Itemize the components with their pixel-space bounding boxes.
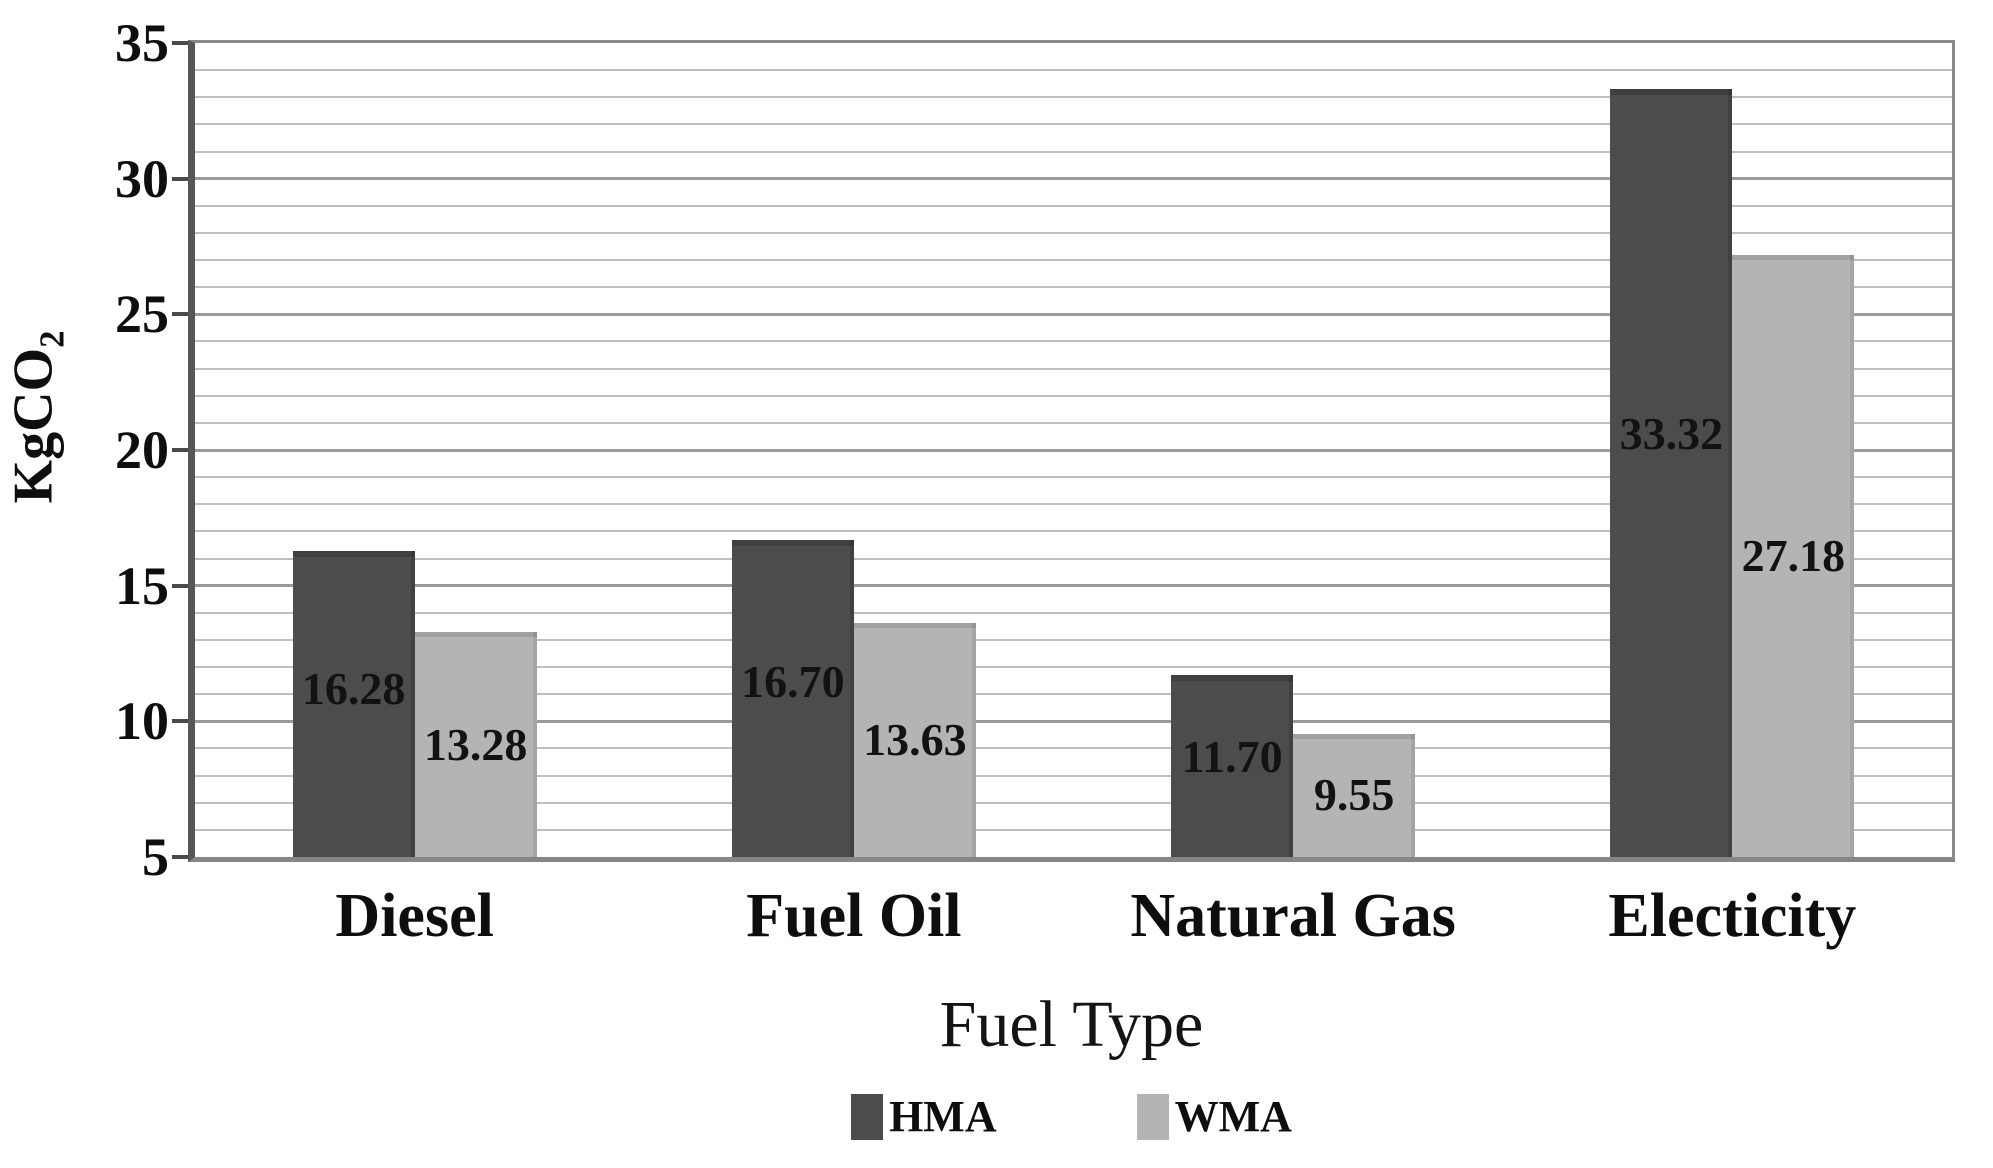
gridline-minor	[195, 204, 1952, 207]
gridline-minor	[195, 828, 1952, 831]
gridline-minor	[195, 259, 1952, 262]
gridline-major	[195, 719, 1952, 723]
bar-wma-natural-gas: 9.55	[1293, 733, 1416, 857]
gridline-minor	[195, 394, 1952, 397]
y-axis-tick-mark	[172, 41, 188, 45]
gridline-minor	[195, 503, 1952, 506]
y-tick-label: 15	[115, 555, 169, 616]
legend-item-wma: WMA	[1136, 1092, 1292, 1141]
bar-hma-diesel: 16.28	[292, 550, 415, 857]
y-axis-title-text: KgCO	[2, 347, 65, 504]
bar-hma-natural-gas: 11.70	[1171, 675, 1294, 857]
y-axis-tick-mark	[172, 176, 188, 181]
legend-item-hma: HMA	[851, 1094, 997, 1140]
legend-swatch-hma	[851, 1094, 884, 1140]
legend-label-hma: HMA	[889, 1092, 997, 1141]
y-tick-label: 25	[115, 284, 169, 345]
y-axis-tick-mark	[172, 719, 188, 724]
gridline-minor	[195, 286, 1952, 289]
gridline-minor	[195, 340, 1952, 343]
x-category-label-natural-gas: Natural Gas	[1130, 882, 1456, 950]
gridline-minor	[195, 476, 1952, 479]
x-category-label-diesel: Diesel	[335, 882, 494, 950]
gridline-minor	[195, 557, 1952, 560]
y-axis-title: KgCO2	[2, 330, 72, 504]
y-axis-title-subscript: 2	[32, 330, 72, 348]
y-axis-tick-mark	[172, 448, 188, 452]
bar-value-label: 9.55	[1313, 769, 1395, 821]
gridline-major	[195, 177, 1952, 181]
gridline-minor	[195, 96, 1952, 99]
bar-value-label: 11.70	[1181, 731, 1283, 783]
y-axis-tick-mark	[172, 855, 188, 859]
x-axis-title: Fuel Type	[939, 988, 1204, 1061]
y-tick-label: 10	[115, 691, 169, 752]
bar-wma-diesel: 13.28	[414, 632, 537, 857]
gridline-minor	[195, 638, 1952, 641]
bar-value-label: 16.28	[301, 662, 406, 714]
gridline-minor	[195, 666, 1952, 669]
plot-area: 5 10 15 20 25 30 35 16.28 13.28 16.70 13.63 11.70 9.…	[115, 16, 1955, 884]
gridline-minor	[195, 123, 1952, 126]
gridline-minor	[195, 150, 1952, 153]
gridline-minor	[195, 801, 1952, 804]
bar-value-label: 13.28	[423, 718, 528, 770]
bar-value-label: 27.18	[1741, 530, 1846, 582]
y-axis-tick-mark	[172, 312, 188, 317]
bar-value-label: 33.32	[1619, 408, 1724, 460]
bar-hma-electicity: 33.32	[1610, 88, 1733, 857]
x-axis-title-row: Fuel Type	[188, 992, 1955, 1058]
gridline-minor	[195, 231, 1952, 234]
gridline-minor	[195, 367, 1952, 370]
bar-hma-fuel-oil: 16.70	[731, 539, 854, 857]
bar-value-label: 13.63	[863, 713, 967, 765]
gridline-minor	[195, 69, 1952, 72]
gridline-minor	[195, 774, 1952, 777]
bar-wma-fuel-oil: 13.63	[853, 622, 976, 857]
gridline-minor	[195, 693, 1952, 696]
x-category-label-electicity: Electicity	[1608, 882, 1857, 950]
gridline-minor	[195, 421, 1952, 424]
gridline-minor	[195, 530, 1952, 533]
y-tick-label: 35	[115, 13, 169, 73]
y-tick-label: 5	[142, 827, 169, 887]
bar-wma-electicity: 27.18	[1732, 255, 1855, 857]
gridline-minor	[195, 611, 1952, 614]
gridline-major	[195, 584, 1952, 588]
legend-label-wma: WMA	[1174, 1092, 1292, 1141]
bar-value-label: 16.70	[741, 656, 845, 708]
legend-swatch-wma	[1136, 1094, 1169, 1140]
gridline-major	[195, 448, 1952, 452]
gridline-major	[195, 312, 1952, 316]
x-axis-category-labels: Diesel Fuel Oil Natural Gas Electicity	[195, 882, 1952, 956]
x-category-label-fuel-oil: Fuel Oil	[746, 882, 962, 950]
gridline-minor	[195, 747, 1952, 750]
y-tick-label: 20	[115, 420, 169, 480]
y-axis-tick-mark	[172, 583, 188, 588]
legend: HMA WMA	[188, 1094, 1955, 1140]
y-tick-label: 30	[115, 148, 169, 209]
